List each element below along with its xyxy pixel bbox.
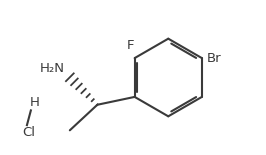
Text: H₂N: H₂N bbox=[40, 62, 65, 75]
Text: Br: Br bbox=[207, 52, 221, 65]
Text: F: F bbox=[127, 39, 135, 52]
Text: Cl: Cl bbox=[22, 126, 35, 139]
Text: H: H bbox=[30, 96, 40, 109]
